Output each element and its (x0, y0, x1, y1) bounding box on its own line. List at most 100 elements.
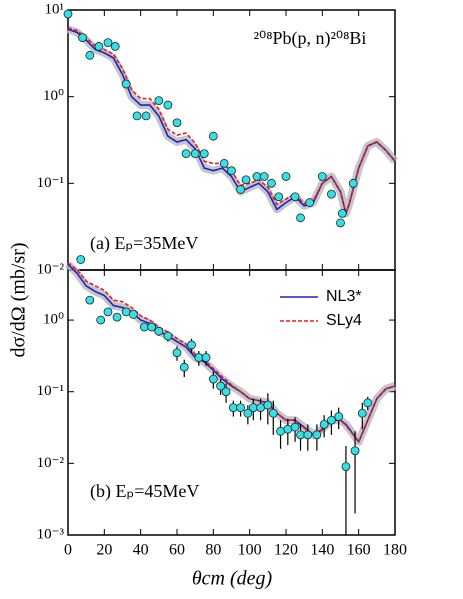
data-point (139, 322, 149, 332)
x-tick-label: 80 (205, 542, 221, 559)
data-point (227, 166, 236, 176)
data-point (103, 307, 113, 317)
data-point (350, 446, 360, 456)
data-point (296, 430, 305, 440)
y-tick-label: 10⁰ (43, 312, 64, 328)
data-point (317, 172, 327, 181)
x-tick-label: 140 (310, 542, 334, 559)
data-point (303, 430, 313, 440)
data-point (268, 408, 278, 418)
data-point (267, 178, 276, 188)
data-point (243, 408, 253, 418)
y-tick-label: 10⁰ (43, 88, 64, 104)
data-point (256, 403, 265, 413)
data-point (274, 192, 284, 202)
panel-label: (b) Eₚ=45MeV (90, 481, 199, 502)
data-point (252, 172, 262, 181)
y-tick-label: 10⁻¹ (37, 383, 64, 399)
data-point (190, 149, 200, 159)
data-point (154, 326, 164, 336)
data-point (341, 462, 351, 472)
x-axis-label: θcm (deg) (192, 568, 273, 590)
x-tick-label: 160 (347, 542, 371, 559)
data-point (172, 348, 182, 358)
data-point (334, 412, 344, 421)
x-tick-label: 180 (383, 542, 407, 559)
y-tick-label: 10⁻² (37, 455, 65, 471)
data-point (327, 189, 336, 199)
data-point (141, 111, 151, 121)
y-tick-label: 10⁻¹ (37, 175, 64, 191)
data-point (336, 218, 345, 228)
data-point (132, 111, 142, 121)
panel-label: (a) Eₚ=35MeV (90, 233, 198, 254)
data-point (236, 185, 245, 194)
data-point (283, 424, 293, 434)
x-tick-label: 40 (133, 542, 149, 559)
data-point (305, 198, 315, 207)
x-tick-label: 0 (64, 542, 72, 559)
data-point (194, 353, 204, 362)
y-tick-label: 10⁻² (37, 261, 65, 277)
plot-frame (67, 269, 396, 536)
data-point (121, 79, 131, 89)
data-point (290, 192, 300, 202)
data-point (357, 408, 367, 418)
data-point (163, 100, 173, 110)
data-point (337, 208, 347, 218)
legend-label: SLy4 (326, 312, 362, 329)
data-point (276, 426, 285, 436)
data-point (236, 403, 245, 413)
data-point (259, 172, 269, 181)
data-point (147, 322, 156, 332)
y-tick-label: 10¹ (45, 1, 65, 17)
curve (67, 28, 396, 217)
data-point (85, 295, 95, 305)
data-point (208, 131, 218, 141)
data-point (208, 374, 218, 384)
x-tick-label: 60 (169, 542, 185, 559)
data-point (78, 33, 87, 43)
data-point (219, 158, 229, 168)
data-point (154, 96, 164, 106)
data-point (221, 387, 231, 397)
data-point (128, 310, 138, 319)
data-point (76, 255, 86, 264)
x-tick-label: 100 (238, 542, 262, 559)
data-point (172, 118, 182, 128)
data-point (163, 331, 173, 341)
data-point (110, 42, 120, 51)
data-point (241, 175, 251, 185)
data-point (103, 38, 113, 48)
data-point (290, 422, 300, 432)
data-point (228, 403, 238, 413)
data-point (96, 315, 106, 325)
data-point (85, 50, 95, 60)
legend-label: NL3* (326, 288, 362, 305)
data-point (312, 430, 322, 440)
data-point (187, 340, 196, 350)
data-point (63, 9, 73, 19)
data-point (201, 353, 211, 362)
data-point (216, 381, 226, 391)
y-axis-label: dσ/dΩ (mb/sr) (8, 242, 30, 357)
x-tick-label: 120 (274, 542, 298, 559)
data-point (327, 415, 336, 425)
data-point (248, 403, 258, 413)
curve (67, 27, 396, 217)
data-point (281, 172, 291, 181)
data-point (319, 419, 329, 429)
x-tick-label: 20 (96, 542, 112, 559)
curve (67, 262, 396, 444)
y-tick-label: 10⁻³ (37, 526, 65, 542)
data-point (199, 149, 209, 159)
uncertainty-band (66, 25, 399, 218)
data-point (296, 213, 305, 223)
data-point (181, 149, 191, 159)
data-point (94, 42, 104, 51)
data-point (263, 400, 273, 410)
data-point (121, 307, 131, 317)
data-point (363, 398, 373, 408)
